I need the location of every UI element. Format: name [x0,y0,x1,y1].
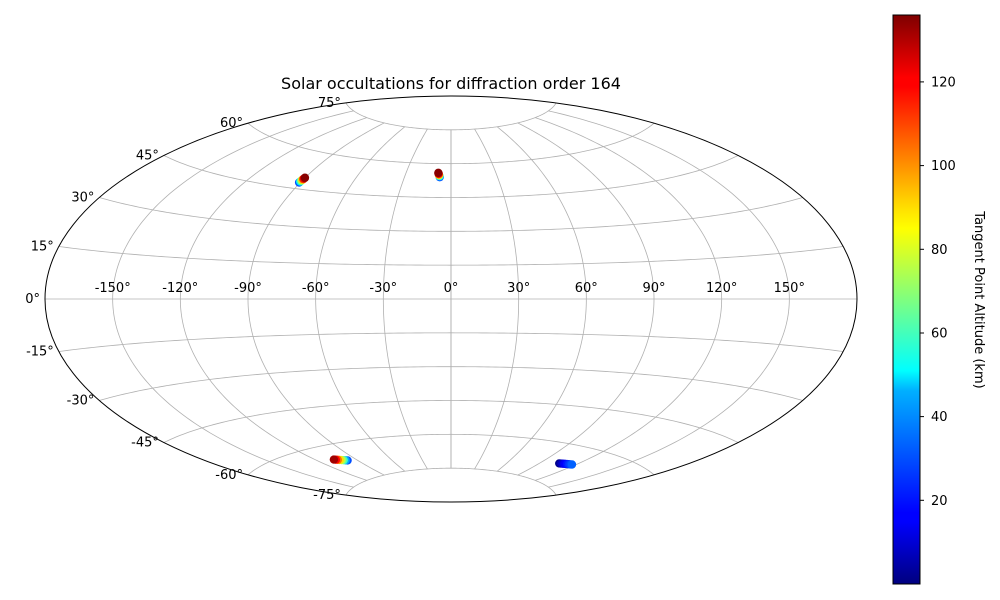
meridian-line [548,110,790,488]
latitude-tick-label: -60° [215,468,243,483]
colorbar-tick-label: 60 [931,327,948,342]
data-point [300,173,310,182]
latitude-tick-label: -45° [131,436,159,451]
colorbar-gradient [892,14,921,585]
latitude-labels: -75° -60° -45° -30° -15° 0° 15° 30° 45° 60° 75° [25,96,341,503]
longitude-tick-label: -150° [95,281,131,296]
latitude-tick-label: 0° [25,292,40,307]
colorbar-tick-label: 40 [931,410,948,425]
colorbar-ticks: 20 40 60 80 100 120 [920,75,956,509]
map-outline [44,95,858,503]
longitude-tick-label: 30° [507,281,530,296]
data-point [567,460,577,469]
meridian-line [517,122,655,476]
chart-title: Solar occultations for diffraction order… [281,74,621,93]
longitude-tick-label: 60° [575,281,598,296]
longitude-tick-label: 150° [774,281,805,296]
longitude-tick-label: 120° [706,281,737,296]
latitude-tick-label: 75° [318,96,341,111]
graticule-grid [45,102,857,496]
colorbar-label: Tangent Point Altitude (km) [971,210,986,388]
data-point [434,168,443,178]
meridian-line [315,126,406,472]
latitude-tick-label: 60° [220,116,243,131]
longitude-labels: -150° -120° -90° -60° -30° 0° 30° 60° 90° 120° 150… [95,281,805,296]
latitude-tick-label: 45° [136,149,159,164]
meridian-line [535,117,723,481]
data-points [294,168,577,469]
meridian-line [112,110,354,488]
latitude-tick-label: 15° [31,240,54,255]
longitude-tick-label: -30° [369,281,397,296]
colorbar-tick-label: 20 [931,494,948,509]
colorbar-tick-label: 100 [931,159,956,174]
colorbar: 20 40 60 80 100 120 Tangent Point Altitude (k… [892,14,986,585]
longitude-tick-label: -120° [162,281,198,296]
meridian-line [179,117,367,481]
colorbar-tick-label: 120 [931,75,956,90]
latitude-tick-label: 30° [71,191,94,206]
latitude-tick-label: -75° [313,488,341,503]
map-area: -150° -120° -90° -60° -30° 0° 30° 60° 90° 120° 150… [25,95,858,503]
meridian-line [382,128,428,470]
latitude-tick-label: -30° [67,394,95,409]
latitude-tick-label: -15° [26,345,54,360]
longitude-tick-label: 90° [642,281,665,296]
meridian-line [474,128,520,470]
colorbar-tick-label: 80 [931,243,948,258]
data-point [329,455,339,464]
meridian-line [496,126,587,472]
longitude-tick-label: -90° [234,281,262,296]
longitude-tick-label: -60° [302,281,330,296]
longitude-tick-label: 0° [444,281,459,296]
